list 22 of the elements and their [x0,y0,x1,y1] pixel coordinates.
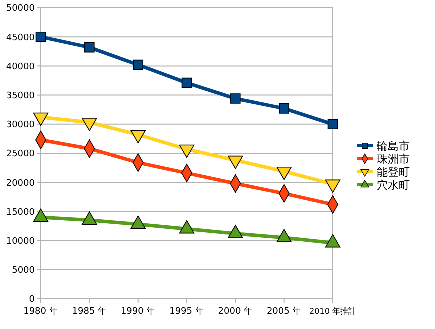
y-tick-label: 50000 [6,4,36,14]
y-tick-label: 0 [29,295,36,306]
y-tick-label: 40000 [6,62,36,72]
x-tick-label: 2010 年推計 [310,307,356,316]
y-tick-label: 45000 [6,33,36,44]
y-tick-label: 5000 [12,266,36,276]
legend-label: 穴水町 [377,178,410,192]
y-tick-label: 25000 [6,150,36,160]
legend-label: 輪島市 [377,140,410,153]
legend-label: 能登町 [377,166,410,179]
x-tick-label: 1990 年 [120,306,156,317]
y-tick-label: 35000 [6,91,36,102]
y-tick-label: 15000 [6,208,36,218]
x-tick-label: 2005 年 [266,306,302,317]
y-tick-label: 10000 [6,236,36,247]
x-tick-label: 1980 年 [24,306,58,317]
x-tick-label: 1985 年 [72,306,108,317]
legend-label: 珠洲市 [377,152,410,166]
y-tick-label: 20000 [6,178,36,189]
y-tick-label: 30000 [6,120,36,131]
x-tick-label: 1995 年 [170,306,204,317]
x-tick-label: 2000 年 [218,306,254,317]
